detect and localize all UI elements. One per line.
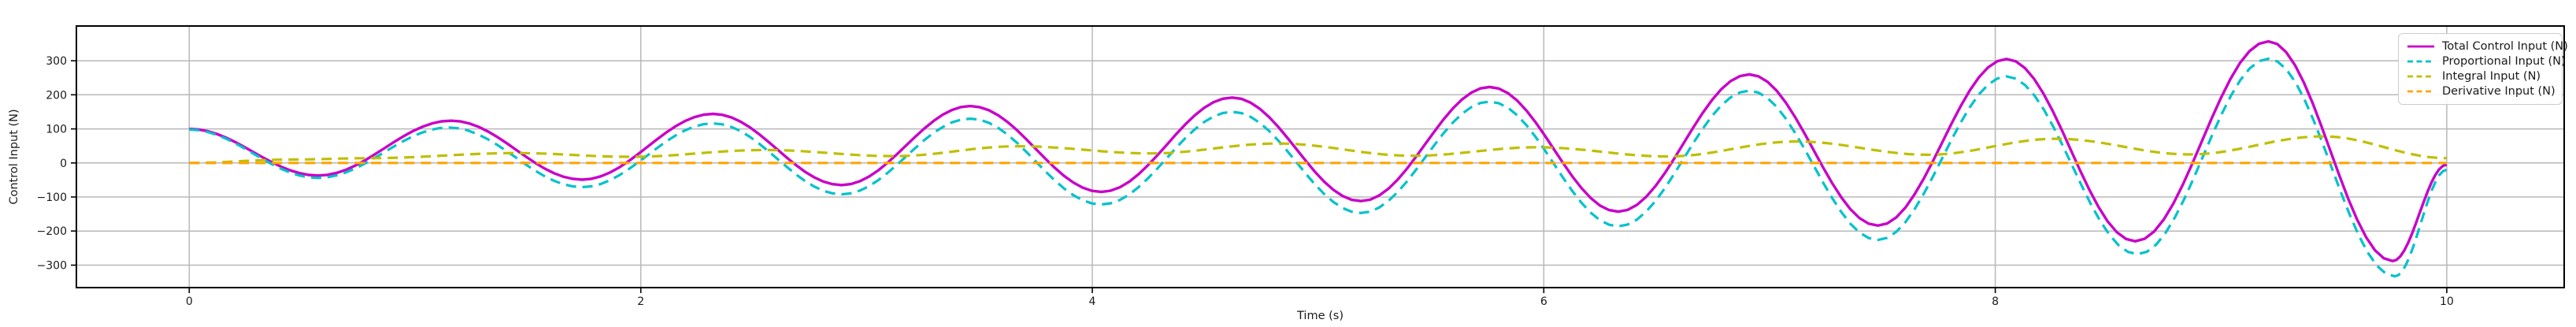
legend-label: Derivative Input (N) (2442, 84, 2556, 98)
x-tick-label: 8 (1992, 295, 1999, 308)
legend-line-sample-icon (2407, 75, 2434, 78)
x-tick-label: 6 (1540, 295, 1547, 308)
legend-entry-2: Integral Input (N) (2407, 69, 2552, 84)
legend-line-sample-icon (2407, 45, 2434, 48)
legend-line-sample-icon (2407, 60, 2434, 63)
y-tick-label: 200 (46, 89, 67, 102)
x-tick-label: 0 (186, 295, 193, 308)
legend-label: Proportional Input (N) (2442, 55, 2566, 69)
x-tick-label: 4 (1089, 295, 1096, 308)
y-tick-label: 300 (46, 55, 67, 68)
legend-line-sample-icon (2407, 90, 2434, 93)
x-tick-label: 10 (2440, 295, 2454, 308)
axes-spines (76, 25, 2565, 288)
legend-label: Total Control Input (N) (2442, 40, 2568, 54)
y-tick-label: −100 (37, 191, 67, 204)
y-tick-label: −200 (37, 225, 67, 238)
y-axis-label: Control Input (N) (8, 109, 20, 204)
series-line-1 (189, 57, 2448, 278)
x-axis-label: Time (s) (1296, 310, 1344, 322)
legend-label: Integral Input (N) (2442, 69, 2541, 83)
y-tick-label: −300 (37, 260, 67, 273)
y-tick-label: 0 (60, 158, 67, 170)
chart-legend: Total Control Input (N) Proportional Inpu… (2398, 33, 2568, 105)
series-line-0 (189, 39, 2448, 263)
x-tick-label: 2 (637, 295, 644, 308)
legend-entry-1: Proportional Input (N) (2407, 54, 2566, 69)
y-tick-label: 100 (46, 124, 67, 136)
legend-entry-3: Derivative Input (N) (2407, 84, 2556, 98)
series-line-2 (189, 135, 2447, 165)
legend-entry-0: Total Control Input (N) (2407, 39, 2568, 54)
